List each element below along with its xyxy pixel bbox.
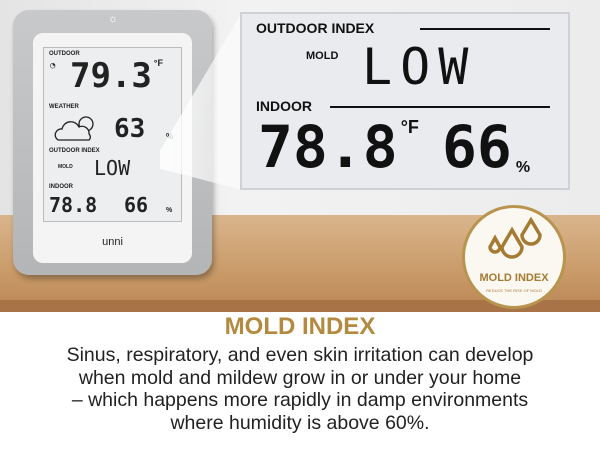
zoom-humidity-unit: % — [515, 159, 531, 176]
outdoor-temp-group: 79.3 °F — [70, 56, 163, 96]
indoor-humidity-unit: % — [166, 207, 173, 214]
caption-body: Sinus, respiratory, and even skin irrita… — [0, 344, 600, 434]
caption-title: MOLD INDEX — [224, 313, 376, 340]
zoom-outdoor-index-label: OUTDOOR INDEX — [256, 20, 375, 36]
mold-value: LOW — [94, 156, 131, 180]
zoom-indoor-humidity: 66 — [442, 113, 512, 181]
caption-line: – which happens more rapidly in damp env… — [71, 389, 529, 411]
zoom-mold-label: MOLD — [306, 50, 339, 62]
mold-index-badge: MOLD INDEX REDUCE THE RISK OF MOLD — [462, 205, 566, 309]
water-drops-icon — [488, 216, 542, 259]
mold-label: MOLD — [58, 164, 73, 170]
backlight-icon: ☼ — [108, 13, 119, 25]
indoor-temp: 78.8 — [49, 193, 98, 217]
caption-line: when mold and mildew grow in or under yo… — [78, 366, 522, 389]
indoor-label: INDOOR — [49, 184, 73, 190]
badge-title: MOLD INDEX — [479, 272, 549, 284]
outdoor-index-label: OUTDOOR INDEX — [49, 148, 100, 154]
divider — [420, 28, 550, 30]
outdoor-temp-unit: °F — [153, 58, 163, 68]
lcd-screen: OUTDOOR ◔ 79.3 °F WEATHER 63 % OUTDOOR I… — [43, 47, 182, 222]
caption-line: Sinus, respiratory, and even skin irrita… — [66, 344, 534, 366]
divider — [330, 106, 550, 108]
zoom-indoor-temp: 78.8 — [258, 113, 398, 181]
zoom-indoor-temp-group: 78.8 °F — [258, 118, 419, 176]
badge-subtitle: REDUCE THE RISK OF MOLD — [486, 288, 542, 293]
brand-logo: unni — [102, 236, 123, 248]
partly-cloudy-icon — [54, 116, 94, 141]
weather-label: WEATHER — [49, 104, 79, 110]
outdoor-humidity: 63 — [114, 114, 146, 144]
signal-icon: ◔ — [50, 61, 56, 71]
caption-line: where humidity is above 60%. — [170, 411, 430, 434]
outdoor-temp: 79.3 — [70, 56, 152, 96]
zoom-mold-value: LOW — [362, 38, 477, 96]
zoom-temp-unit: °F — [400, 117, 419, 137]
zoomed-display-panel: OUTDOOR INDEX MOLD LOW INDOOR 78.8 °F 66… — [240, 12, 570, 190]
table-edge — [0, 300, 600, 312]
indoor-humidity: 66 — [124, 193, 149, 217]
outdoor-label: OUTDOOR — [49, 51, 80, 57]
zoom-indoor-humidity-group: 66 % — [442, 118, 530, 176]
zoom-indoor-label: INDOOR — [256, 98, 312, 114]
